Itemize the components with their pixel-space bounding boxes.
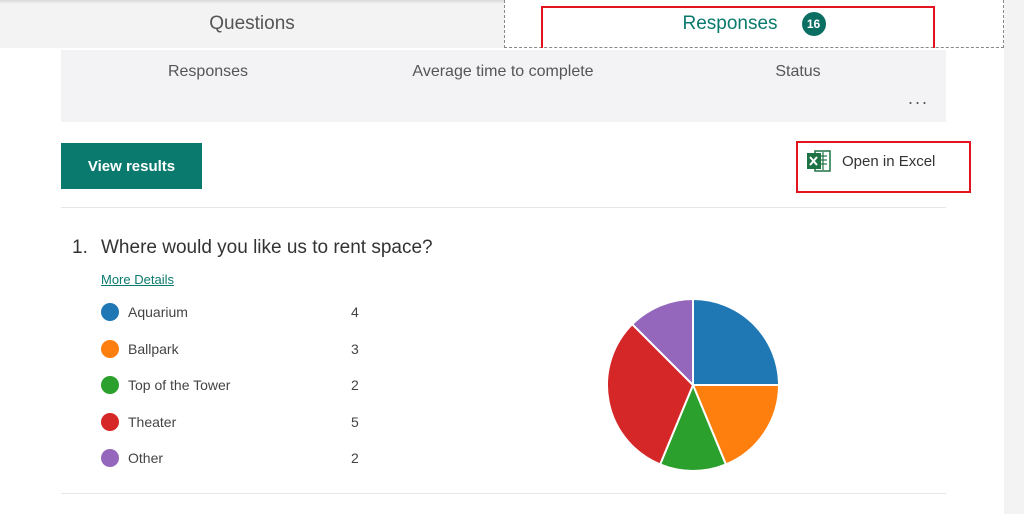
open-in-excel-label: Open in Excel <box>842 152 936 170</box>
legend-dot <box>101 413 119 431</box>
response-pie-chart <box>606 297 781 472</box>
question-number: 1. <box>72 237 88 258</box>
legend-item-aquarium: Aquarium 4 <box>101 301 371 321</box>
legend-count: 3 <box>351 341 359 357</box>
summary-bar: Responses Average time to complete Statu… <box>61 50 946 122</box>
pie-slice-theater <box>606 322 695 466</box>
tab-shadow <box>0 0 504 4</box>
pie-slice-top-of-the-tower <box>658 382 728 472</box>
legend-dot <box>101 376 119 394</box>
divider-bottom <box>61 493 946 494</box>
tab-responses[interactable]: Responses 16 <box>504 0 1004 48</box>
legend-label: Theater <box>128 414 177 430</box>
more-details-link[interactable]: More Details <box>101 272 174 287</box>
legend-item-top-of-the-tower: Top of the Tower 2 <box>101 374 371 394</box>
legend-dot <box>101 449 119 467</box>
responses-count-badge: 16 <box>801 11 826 36</box>
legend-count: 2 <box>351 377 359 393</box>
excel-icon <box>807 150 831 172</box>
pie-slice-aquarium <box>692 297 781 386</box>
view-results-button[interactable]: View results <box>61 143 202 189</box>
more-options-icon[interactable]: ... <box>908 88 930 108</box>
legend-count: 5 <box>351 414 359 430</box>
tab-questions-label: Questions <box>209 13 295 34</box>
legend-item-theater: Theater 5 <box>101 411 371 431</box>
legend-item-ballpark: Ballpark 3 <box>101 338 371 358</box>
summary-status-label: Status <box>775 63 821 80</box>
legend-label: Aquarium <box>128 304 188 320</box>
summary-responses-label: Responses <box>167 63 249 80</box>
legend-dot <box>101 340 119 358</box>
legend-label: Top of the Tower <box>128 377 231 393</box>
legend-item-other: Other 2 <box>101 447 371 467</box>
legend-dot <box>101 303 119 321</box>
legend-label: Other <box>128 450 164 466</box>
open-in-excel-button[interactable]: Open in Excel <box>806 148 935 174</box>
highlight-box-excel <box>796 141 971 193</box>
pie-slice-other <box>630 297 694 388</box>
tab-questions[interactable]: Questions <box>0 0 504 48</box>
responses-panel <box>0 48 1004 514</box>
legend-label: Ballpark <box>128 341 179 357</box>
pie-slice-ballpark <box>691 384 781 466</box>
divider-top <box>61 207 946 208</box>
question-title: Where would you like us to rent space? <box>101 237 433 258</box>
legend-count: 4 <box>351 304 359 320</box>
summary-average-time-label: Average time to complete <box>412 63 594 80</box>
tab-bar: Questions Responses 16 <box>0 0 1024 48</box>
legend-count: 2 <box>351 450 359 466</box>
tab-responses-label: Responses <box>682 12 778 34</box>
